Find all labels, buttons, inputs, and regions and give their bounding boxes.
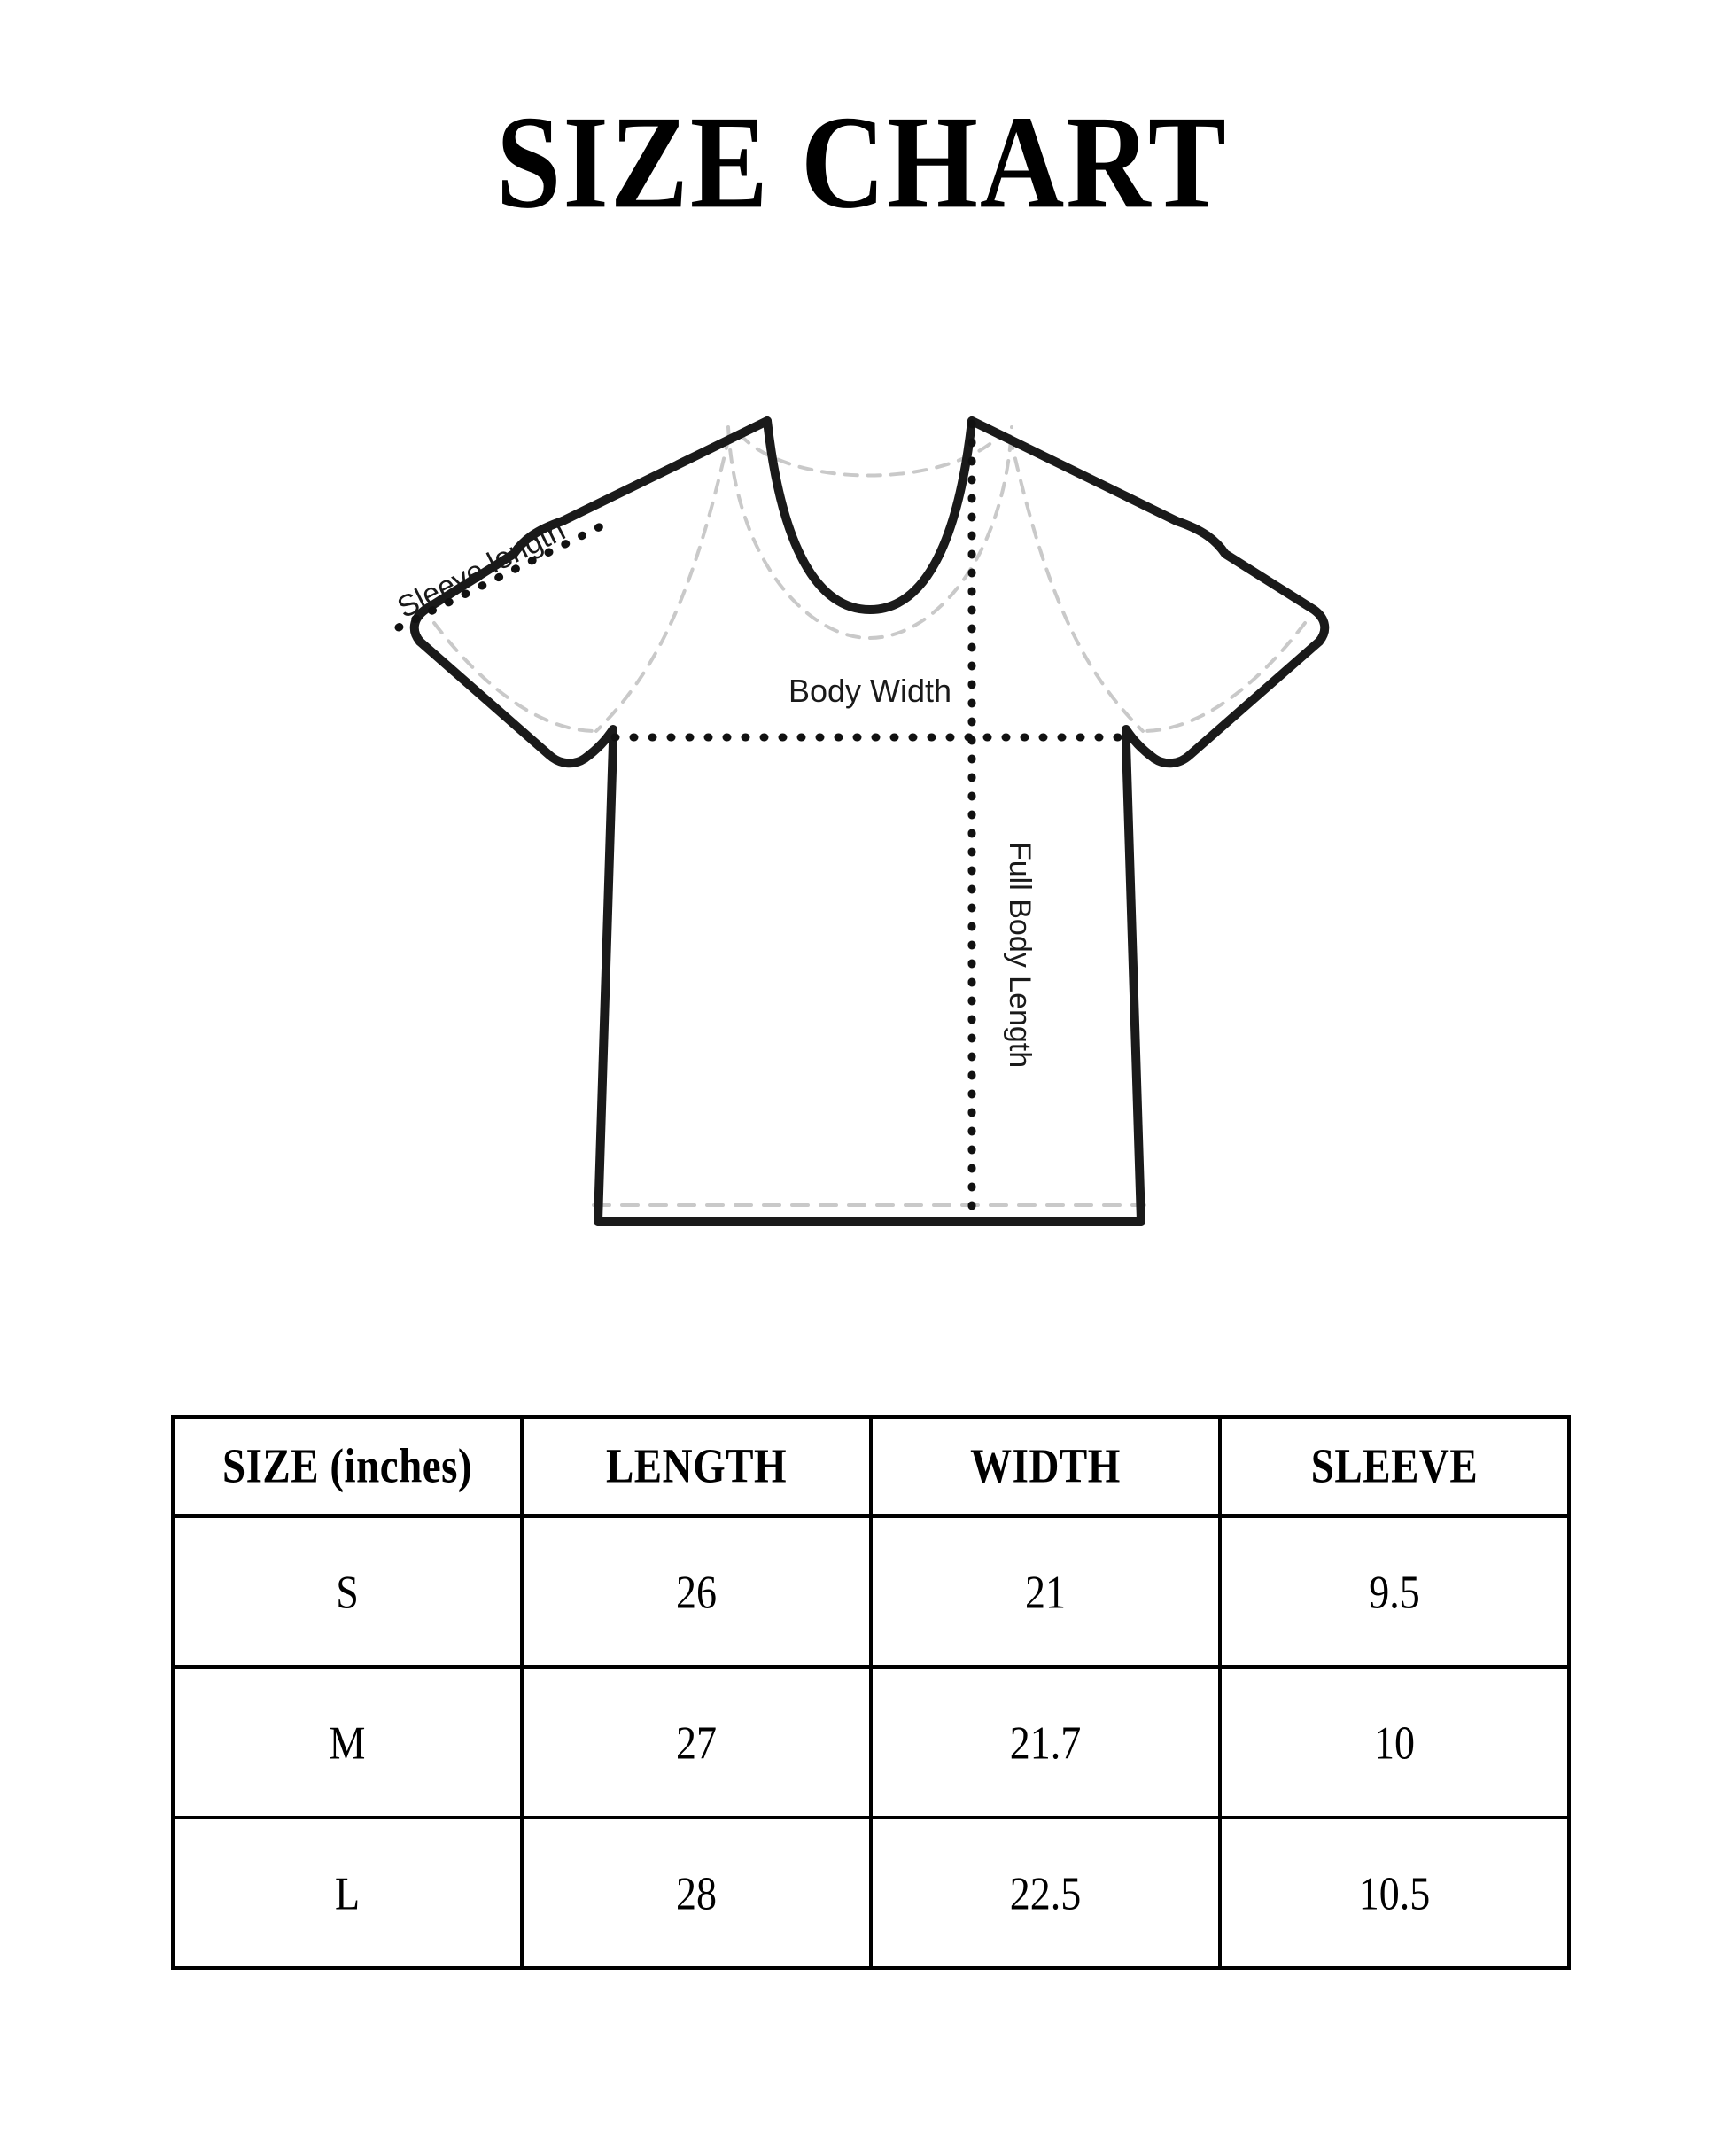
cell-sleeve: 9.5 — [1218, 1514, 1571, 1669]
column-header-sleeve: SLEEVE — [1218, 1415, 1571, 1518]
cell-sleeve: 10 — [1218, 1665, 1571, 1819]
table-row: L 28 22.5 10.5 — [171, 1816, 1571, 1970]
cell-length: 27 — [520, 1665, 873, 1819]
sleeve-length-label: Sleeve length — [392, 513, 571, 625]
measurement-lines — [394, 419, 1130, 1223]
page-title: SIZE CHART — [496, 87, 1228, 237]
size-table: SIZE (inches) LENGTH WIDTH SLEEVE S 26 2… — [171, 1415, 1571, 1970]
column-header-length: LENGTH — [520, 1415, 873, 1518]
table-row: M 27 21.7 10 — [171, 1665, 1571, 1819]
cell-size: S — [171, 1514, 524, 1669]
cell-size: M — [171, 1665, 524, 1819]
column-header-size: SIZE (inches) — [171, 1415, 524, 1518]
cell-size: L — [171, 1816, 524, 1970]
cell-width: 21.7 — [869, 1665, 1222, 1819]
cell-length: 26 — [520, 1514, 873, 1669]
cell-length: 28 — [520, 1816, 873, 1970]
full-body-length-label: Full Body Length — [1003, 842, 1037, 1068]
body-width-label: Body Width — [788, 673, 951, 709]
shirt-outline — [409, 416, 1330, 1226]
tshirt-diagram: Body Width Full Body Length Sleeve lengt… — [381, 372, 1355, 1267]
sleeve-length-measure-line — [394, 521, 607, 632]
cell-width: 21 — [869, 1514, 1222, 1669]
cell-sleeve: 10.5 — [1218, 1816, 1571, 1970]
table-header-row: SIZE (inches) LENGTH WIDTH SLEEVE — [171, 1415, 1571, 1518]
column-header-width: WIDTH — [869, 1415, 1222, 1518]
stitch-lines — [432, 425, 1307, 1207]
table-row: S 26 21 9.5 — [171, 1514, 1571, 1669]
size-table-container: SIZE (inches) LENGTH WIDTH SLEEVE S 26 2… — [171, 1415, 1571, 1970]
cell-width: 22.5 — [869, 1816, 1222, 1970]
